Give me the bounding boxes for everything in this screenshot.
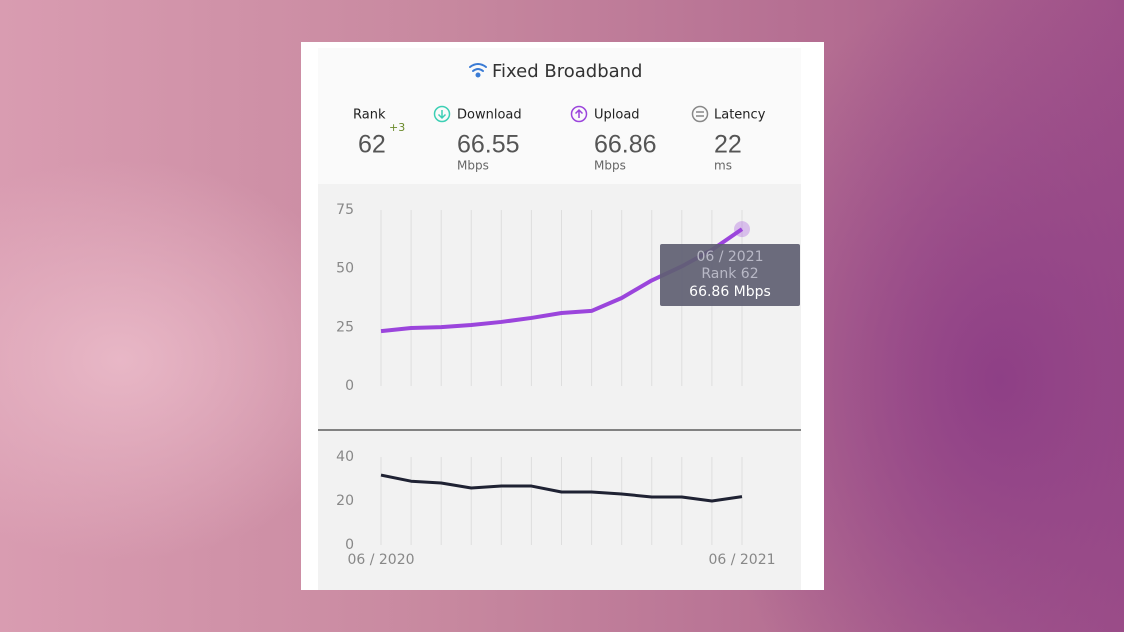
y-tick-label: 25 bbox=[336, 319, 354, 335]
y-tick-label: 0 bbox=[345, 537, 354, 553]
wifi-icon bbox=[469, 63, 487, 78]
stat-unit: ms bbox=[714, 159, 732, 173]
upload-icon bbox=[570, 105, 588, 123]
x-tick-label: 06 / 2021 bbox=[708, 552, 775, 568]
y-tick-label: 50 bbox=[336, 261, 354, 277]
rank-change: +3 bbox=[389, 121, 405, 134]
stat-label: Upload bbox=[594, 108, 640, 123]
tooltip-value: 66.86 Mbps bbox=[689, 284, 771, 300]
download-icon bbox=[433, 105, 451, 123]
y-tick-label: 20 bbox=[336, 493, 354, 509]
header-panel bbox=[318, 48, 801, 184]
download-arrow bbox=[437, 110, 447, 120]
y-tick-label: 75 bbox=[336, 202, 354, 218]
stat-value: 66.55 bbox=[457, 131, 520, 159]
upload-arrow bbox=[574, 108, 584, 118]
x-tick-label: 06 / 2020 bbox=[347, 552, 414, 568]
stat-label: Download bbox=[457, 108, 522, 123]
stat-value: 66.86 bbox=[594, 131, 657, 159]
stat-label: Latency bbox=[714, 108, 766, 123]
tooltip bbox=[660, 244, 800, 306]
data-line bbox=[380, 473, 743, 503]
latency-icon bbox=[691, 105, 709, 123]
tooltip-date: 06 / 2021 bbox=[696, 249, 763, 265]
stat-label: Rank bbox=[353, 108, 386, 123]
stat-value: 22 bbox=[714, 131, 742, 159]
latency-arrows bbox=[696, 111, 704, 117]
tooltip-rank: Rank 62 bbox=[701, 266, 758, 282]
stat-unit: Mbps bbox=[594, 159, 626, 173]
stat-value: 62 bbox=[358, 131, 386, 159]
stat-unit: Mbps bbox=[457, 159, 489, 173]
y-tick-label: 40 bbox=[336, 449, 354, 465]
y-tick-label: 0 bbox=[345, 378, 354, 394]
hover-halo bbox=[734, 221, 750, 238]
title: Fixed Broadband bbox=[492, 61, 642, 82]
